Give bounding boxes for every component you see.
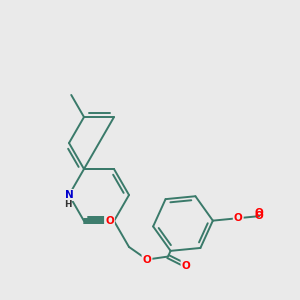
Text: O: O — [105, 216, 114, 226]
Text: O: O — [182, 260, 190, 271]
Text: O: O — [255, 208, 263, 218]
Text: H: H — [64, 200, 71, 209]
Text: N: N — [64, 190, 74, 200]
Text: O: O — [255, 211, 263, 221]
Text: O: O — [234, 213, 243, 223]
Text: O: O — [142, 254, 152, 265]
